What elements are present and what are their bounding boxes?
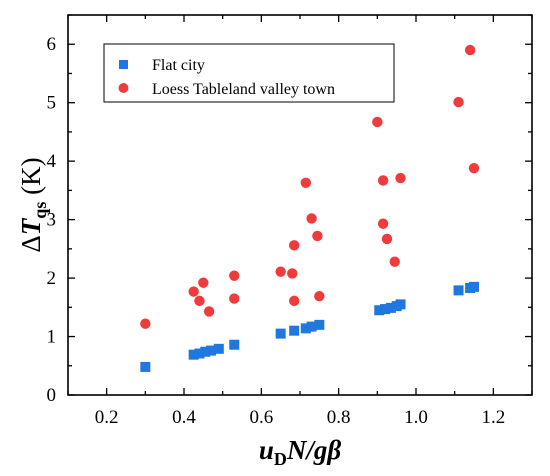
- legend-label-valley-town: Loess Tableland valley town: [152, 81, 335, 98]
- flat-city-point: [289, 325, 300, 336]
- x-tick-label: 0.6: [249, 407, 273, 428]
- valley-town-point: [453, 96, 464, 108]
- valley-town-point: [372, 116, 383, 128]
- y-tick-label: 4: [47, 151, 57, 172]
- flat-city-point: [380, 304, 391, 315]
- valley-town-point: [229, 293, 240, 304]
- axis-ticks: 0.2 0.4 0.6 0.8 1.0 1.2 0 1 2 3 4 5 6: [47, 14, 533, 428]
- valley-town-point: [198, 277, 209, 288]
- flat-city-point: [275, 328, 286, 339]
- valley-town-point: [314, 291, 325, 302]
- valley-town-point: [229, 270, 240, 281]
- x-tick-label: 0.8: [327, 407, 351, 428]
- x-axis-title: uDN/gβ: [259, 435, 342, 469]
- x-tick-label: 1.2: [481, 407, 505, 428]
- valley-town-point: [468, 162, 480, 174]
- flat-city-point: [469, 281, 479, 292]
- y-tick-label: 5: [47, 93, 57, 114]
- flat-city-point: [395, 299, 406, 310]
- flat-city-point: [314, 319, 325, 330]
- flat-city-point: [194, 348, 205, 359]
- y-tick-label: 6: [47, 34, 57, 55]
- flat-city-point: [385, 302, 396, 313]
- flat-city-point: [188, 349, 199, 360]
- valley-town-point: [300, 177, 311, 188]
- valley-town-point: [389, 256, 400, 267]
- valley-town-point: [194, 295, 205, 307]
- y-tick-label: 0: [47, 385, 57, 406]
- flat-city-point: [306, 321, 317, 332]
- flat-city-point: [206, 345, 217, 356]
- data-points: [140, 44, 480, 372]
- valley-town-point: [289, 240, 300, 251]
- valley-town-point: [377, 218, 389, 229]
- flat-city-point: [140, 361, 151, 372]
- valley-town-point: [381, 233, 393, 245]
- x-tick-label: 1.0: [404, 407, 428, 428]
- y-axis-title: ΔTqs (K): [16, 157, 50, 252]
- valley-town-point: [289, 295, 300, 307]
- valley-town-point: [312, 230, 323, 242]
- flat-city-point: [200, 346, 211, 357]
- legend-marker-valley-town: [118, 83, 129, 93]
- flat-city-point: [374, 305, 385, 316]
- valley-town-point: [287, 268, 298, 279]
- valley-town-point: [306, 213, 317, 224]
- valley-town-point: [395, 172, 406, 184]
- valley-town-point: [275, 266, 286, 277]
- legend-label-flat-city: Flat city: [152, 57, 205, 74]
- valley-town-point: [464, 44, 476, 56]
- y-tick-label: 2: [47, 268, 57, 289]
- flat-city-point: [300, 323, 311, 334]
- valley-town-point: [203, 306, 215, 317]
- valley-town-point: [140, 318, 151, 329]
- y-tick-label: 3: [47, 210, 57, 231]
- x-tick-label: 0.4: [172, 407, 196, 428]
- x-tick-label: 0.2: [95, 407, 119, 428]
- legend: Flat city Loess Tableland valley town: [103, 43, 395, 103]
- flat-city-point: [229, 339, 240, 350]
- valley-town-point: [188, 286, 199, 297]
- valley-town-point: [377, 175, 389, 186]
- y-tick-label: 1: [47, 327, 57, 348]
- flat-city-point: [453, 285, 464, 296]
- legend-box: [103, 43, 395, 103]
- legend-marker-flat-city: [119, 60, 128, 69]
- flat-city-point: [213, 343, 224, 354]
